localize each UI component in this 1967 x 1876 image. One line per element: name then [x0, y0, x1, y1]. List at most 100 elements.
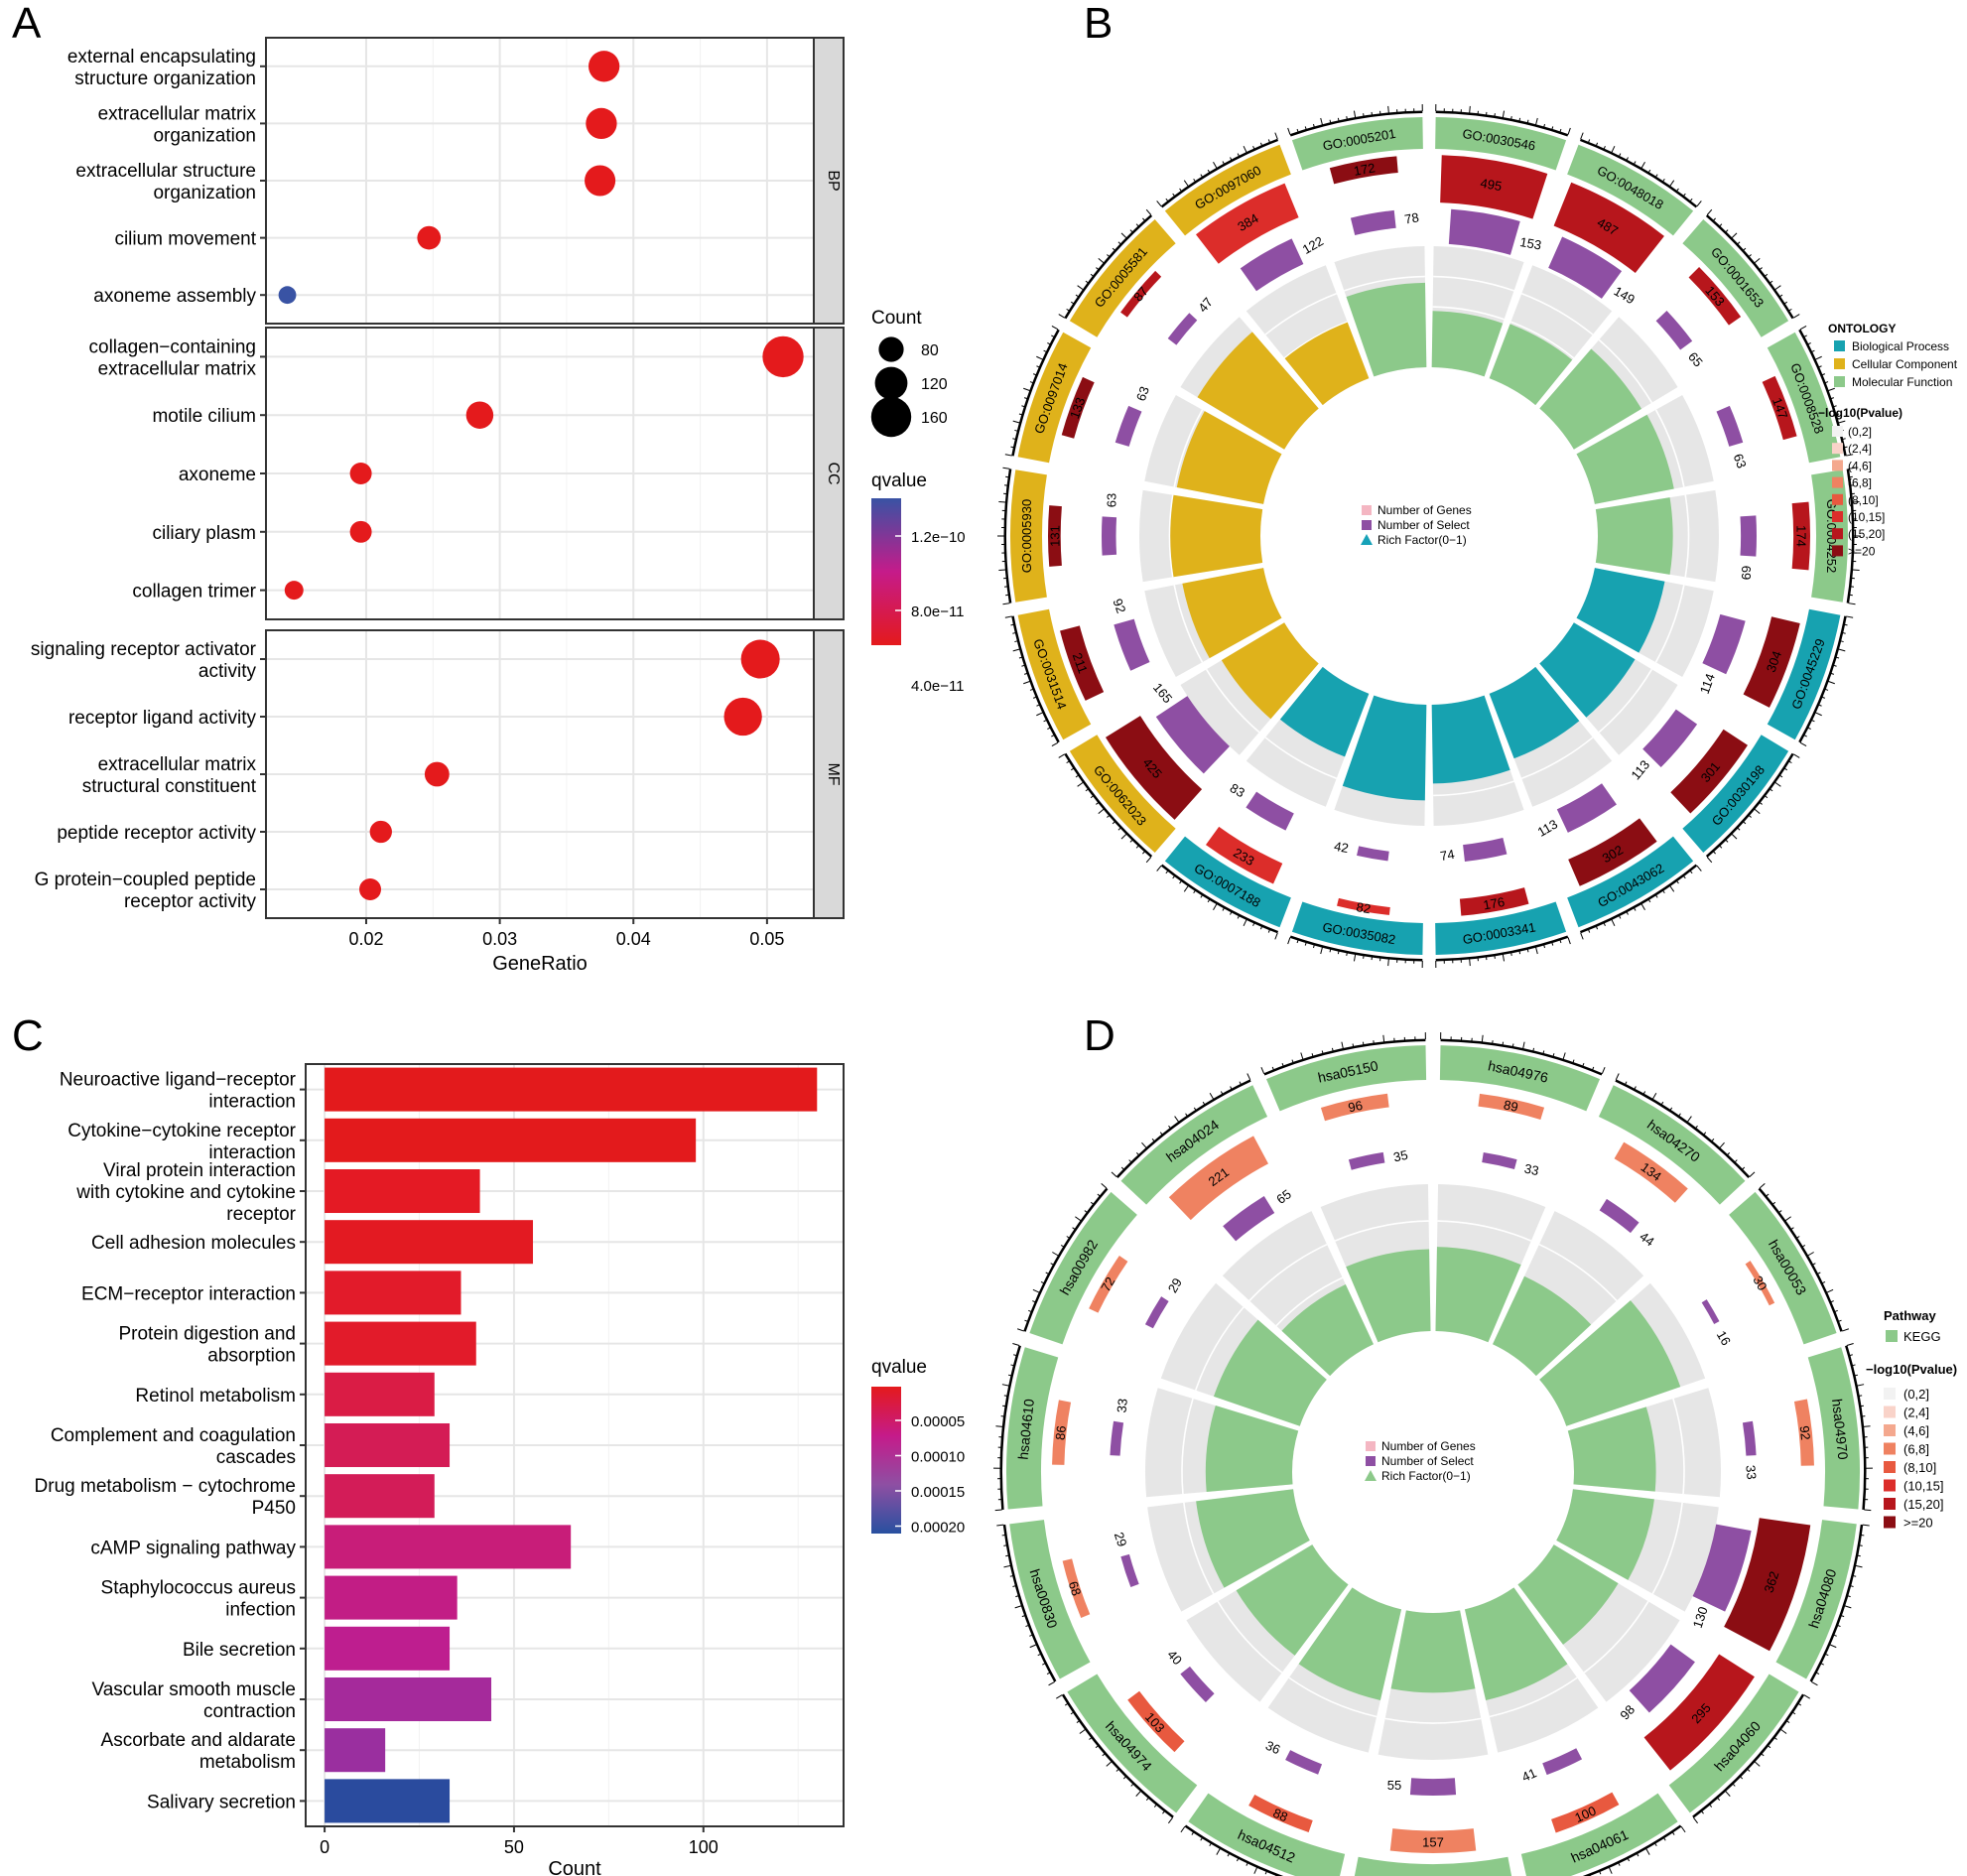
- selected-count-bar: [1655, 310, 1693, 350]
- scale-tick: [1004, 615, 1012, 618]
- scale-tick: [1481, 1034, 1484, 1042]
- scale-tick: [1003, 1544, 1007, 1546]
- scale-tick: [1850, 1585, 1854, 1587]
- sector-band: [1682, 735, 1789, 853]
- scale-tick: [1005, 1554, 1009, 1557]
- scale-tick: [1833, 664, 1837, 667]
- pvalue-legend-label: (4,6]: [1848, 459, 1872, 472]
- y-tick-label: cascades: [216, 1447, 296, 1468]
- gene-count-bar: [1791, 501, 1810, 571]
- rich-factor-grid: [1521, 292, 1594, 335]
- scale-tick: [1021, 405, 1025, 408]
- sector-band: [1067, 1674, 1198, 1813]
- scale-tick: [1680, 1825, 1686, 1833]
- color-legend-title: qvalue: [871, 1357, 927, 1378]
- scale-tick: [1582, 1062, 1585, 1067]
- scale-tick: [1627, 1858, 1631, 1862]
- gene-count-bar: [1060, 625, 1105, 701]
- scale-tick: [1089, 1737, 1093, 1740]
- sector-label: hsa04610: [1015, 1398, 1037, 1460]
- x-tick-label: 0.05: [749, 929, 784, 949]
- selected-count-label: 44: [1637, 1229, 1657, 1250]
- scale-tick: [1855, 1564, 1863, 1568]
- gene-count-bar: [1329, 156, 1398, 185]
- scale-tick: [1107, 815, 1110, 818]
- scale-tick: [1058, 314, 1066, 319]
- scale-tick: [1854, 1374, 1859, 1377]
- scale-tick: [1737, 241, 1741, 245]
- pvalue-legend-label: >=20: [1848, 544, 1876, 558]
- pvalue-legend-key: [1884, 1498, 1896, 1510]
- gene-count-label: 495: [1479, 176, 1503, 195]
- scale-tick: [1128, 1159, 1132, 1163]
- scale-tick: [1070, 301, 1075, 305]
- scale-tick: [1626, 911, 1629, 915]
- sector-band: [1682, 219, 1789, 337]
- gene-count-bar: [1724, 1518, 1811, 1652]
- rich-factor-grid: [1684, 494, 1690, 578]
- scale-tick: [1056, 1694, 1063, 1699]
- gene-count-label: 72: [1098, 1274, 1117, 1294]
- scale-tick: [1287, 937, 1291, 945]
- bar: [325, 1525, 572, 1569]
- panel-label: D: [1084, 1011, 1115, 1060]
- sector-band: [1164, 836, 1291, 928]
- gene-count-bar: [1205, 826, 1283, 884]
- scale-tick: [1012, 1343, 1020, 1347]
- scale-tick: [1826, 1288, 1834, 1293]
- scale-tick: [1852, 1364, 1856, 1367]
- selected-count-bar: [1542, 1748, 1583, 1776]
- y-tick-label: structural constituent: [82, 776, 257, 797]
- scale-tick: [1043, 349, 1047, 352]
- scale-tick: [1551, 942, 1554, 946]
- scale-tick: [1230, 1086, 1233, 1090]
- scale-tick: [1792, 753, 1800, 758]
- scale-tick: [1522, 1041, 1525, 1049]
- scale-tick: [1145, 857, 1152, 864]
- scale-tick: [1803, 1694, 1810, 1699]
- scale-tick: [1387, 105, 1389, 113]
- scale-tick: [1165, 871, 1169, 874]
- scale-axis: [1798, 615, 1847, 743]
- gene-count-label: 211: [1070, 651, 1091, 676]
- data-point: [417, 225, 442, 250]
- data-point: [359, 878, 381, 900]
- scale-tick: [1619, 153, 1622, 157]
- rich-factor-bar: [1390, 1610, 1476, 1693]
- rich-factor-bar: [1595, 497, 1673, 575]
- scale-tick: [1179, 188, 1182, 192]
- scale-tick: [1120, 833, 1127, 840]
- pvalue-legend-key: [1832, 493, 1843, 505]
- scale-tick: [1759, 802, 1763, 805]
- scale-tick: [1801, 1245, 1806, 1248]
- selected-count-bar: [1223, 1195, 1275, 1242]
- scale-tick: [1595, 926, 1599, 930]
- y-tick-label: contraction: [203, 1701, 296, 1722]
- rich-factor-grid: [1433, 780, 1514, 797]
- scale-tick: [1552, 1053, 1555, 1057]
- panel-label: B: [1084, 0, 1113, 48]
- x-tick-label: 0.02: [348, 929, 383, 949]
- scale-tick: [1252, 146, 1255, 150]
- scale-tick: [1825, 688, 1829, 691]
- pvalue-legend-label: (15,20]: [1848, 527, 1885, 541]
- scale-tick: [1676, 188, 1679, 192]
- scale-tick: [1274, 132, 1278, 140]
- y-tick-label: axoneme assembly: [93, 286, 256, 307]
- scale-tick: [1129, 229, 1133, 233]
- scale-tick: [1075, 774, 1079, 778]
- y-tick-label: Complement and coagulation: [51, 1425, 296, 1446]
- sector-band: [1017, 608, 1092, 740]
- scale-tick: [1844, 1605, 1852, 1609]
- scale-tick: [1130, 1783, 1134, 1787]
- scale-tick: [1096, 802, 1100, 805]
- scale-tick: [1209, 1093, 1215, 1100]
- scale-tick: [1692, 1816, 1699, 1824]
- bar: [325, 1626, 451, 1671]
- scale-tick: [1686, 1116, 1692, 1123]
- rich-factor-bar: [1197, 332, 1319, 450]
- pvalue-legend-label: (8,10]: [1903, 1460, 1936, 1475]
- gene-count-bar: [1196, 183, 1299, 264]
- y-tick-label: receptor ligand activity: [68, 708, 257, 729]
- scale-tick: [1191, 1831, 1194, 1835]
